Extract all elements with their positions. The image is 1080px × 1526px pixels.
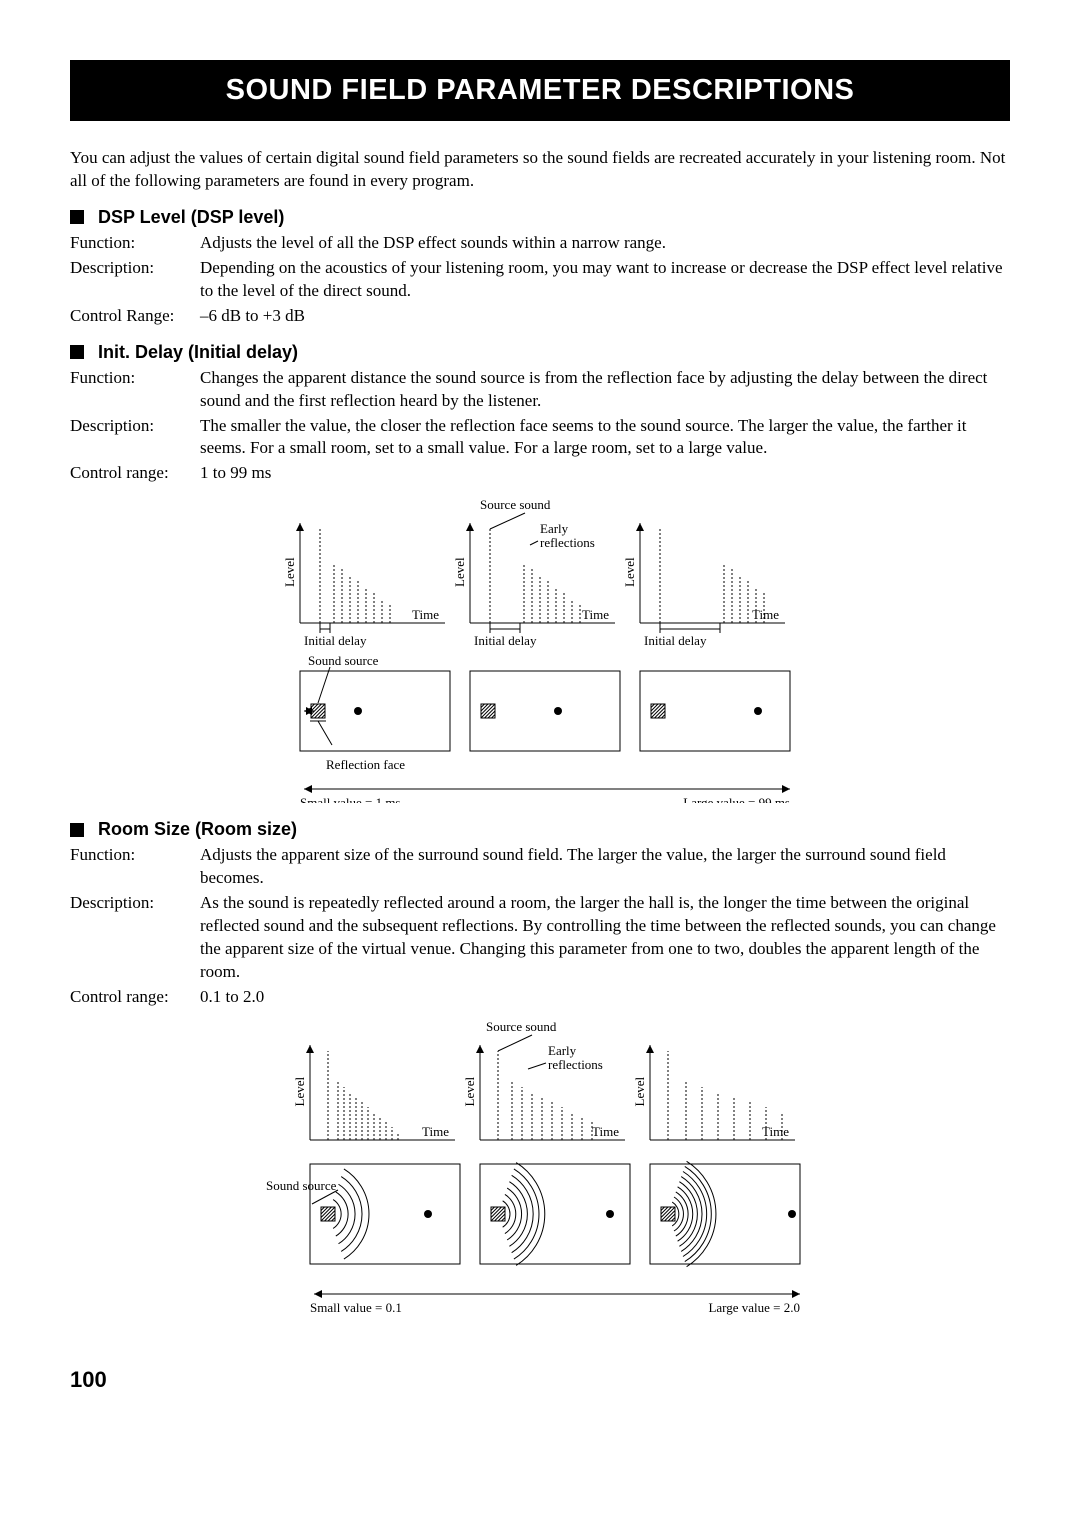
section-dsp-level: DSP Level (DSP level) Function:Adjusts t… bbox=[70, 207, 1010, 328]
intro-text: You can adjust the values of certain dig… bbox=[70, 147, 1010, 193]
svg-text:Sound source: Sound source bbox=[266, 1178, 337, 1193]
svg-text:Large value = 99 ms: Large value = 99 ms bbox=[683, 795, 790, 803]
svg-text:Early: Early bbox=[540, 521, 569, 536]
svg-text:Level: Level bbox=[462, 1076, 477, 1106]
svg-text:Time: Time bbox=[412, 607, 439, 622]
bullet-icon bbox=[70, 210, 84, 224]
field-label: Function: bbox=[70, 844, 200, 890]
field-value: 1 to 99 ms bbox=[200, 462, 1010, 485]
svg-text:Large value = 2.0: Large value = 2.0 bbox=[708, 1300, 800, 1315]
field-label: Function: bbox=[70, 232, 200, 255]
field-value: Changes the apparent distance the sound … bbox=[200, 367, 1010, 413]
svg-text:Time: Time bbox=[752, 607, 779, 622]
field-value: The smaller the value, the closer the re… bbox=[200, 415, 1010, 461]
svg-text:Level: Level bbox=[292, 1076, 307, 1106]
page-title: SOUND FIELD PARAMETER DESCRIPTIONS bbox=[70, 60, 1010, 121]
field-label: Control Range: bbox=[70, 305, 200, 328]
svg-text:Small value = 1 ms: Small value = 1 ms bbox=[300, 795, 401, 803]
svg-text:Source sound: Source sound bbox=[486, 1019, 557, 1034]
field-label: Description: bbox=[70, 892, 200, 984]
svg-text:Time: Time bbox=[582, 607, 609, 622]
section-room-size: Room Size (Room size) Function:Adjusts t… bbox=[70, 819, 1010, 1337]
svg-text:Small value = 0.1: Small value = 0.1 bbox=[310, 1300, 402, 1315]
svg-text:Time: Time bbox=[762, 1124, 789, 1139]
svg-text:Level: Level bbox=[282, 557, 297, 587]
field-label: Control range: bbox=[70, 986, 200, 1009]
svg-text:Level: Level bbox=[632, 1076, 647, 1106]
field-label: Function: bbox=[70, 367, 200, 413]
bullet-icon bbox=[70, 823, 84, 837]
svg-text:Time: Time bbox=[422, 1124, 449, 1139]
field-label: Description: bbox=[70, 415, 200, 461]
svg-text:Time: Time bbox=[592, 1124, 619, 1139]
svg-text:Reflection face: Reflection face bbox=[326, 757, 405, 772]
section-init-delay: Init. Delay (Initial delay) Function:Cha… bbox=[70, 342, 1010, 804]
init-delay-diagram: Level Time Initial delay Level Time Initial d… bbox=[270, 493, 810, 803]
svg-text:Initial delay: Initial delay bbox=[644, 633, 707, 648]
field-value: As the sound is repeatedly reflected aro… bbox=[200, 892, 1010, 984]
svg-text:reflections: reflections bbox=[540, 535, 595, 550]
section-heading: Init. Delay (Initial delay) bbox=[98, 342, 298, 363]
svg-text:Level: Level bbox=[622, 557, 637, 587]
field-value: Adjusts the apparent size of the surroun… bbox=[200, 844, 1010, 890]
section-heading: DSP Level (DSP level) bbox=[98, 207, 284, 228]
field-label: Control range: bbox=[70, 462, 200, 485]
field-value: Adjusts the level of all the DSP effect … bbox=[200, 232, 1010, 255]
field-label: Description: bbox=[70, 257, 200, 303]
section-heading: Room Size (Room size) bbox=[98, 819, 297, 840]
svg-text:Level: Level bbox=[452, 557, 467, 587]
room-size-diagram: Level Time Level Time Level Time Source sound E… bbox=[260, 1017, 820, 1337]
page-number: 100 bbox=[70, 1367, 1010, 1393]
bullet-icon bbox=[70, 345, 84, 359]
svg-text:Initial delay: Initial delay bbox=[304, 633, 367, 648]
field-value: Depending on the acoustics of your liste… bbox=[200, 257, 1010, 303]
svg-text:Source sound: Source sound bbox=[480, 497, 551, 512]
svg-text:Sound source: Sound source bbox=[308, 653, 379, 668]
svg-text:Initial delay: Initial delay bbox=[474, 633, 537, 648]
field-value: –6 dB to +3 dB bbox=[200, 305, 1010, 328]
svg-text:reflections: reflections bbox=[548, 1057, 603, 1072]
svg-text:Early: Early bbox=[548, 1043, 577, 1058]
field-value: 0.1 to 2.0 bbox=[200, 986, 1010, 1009]
